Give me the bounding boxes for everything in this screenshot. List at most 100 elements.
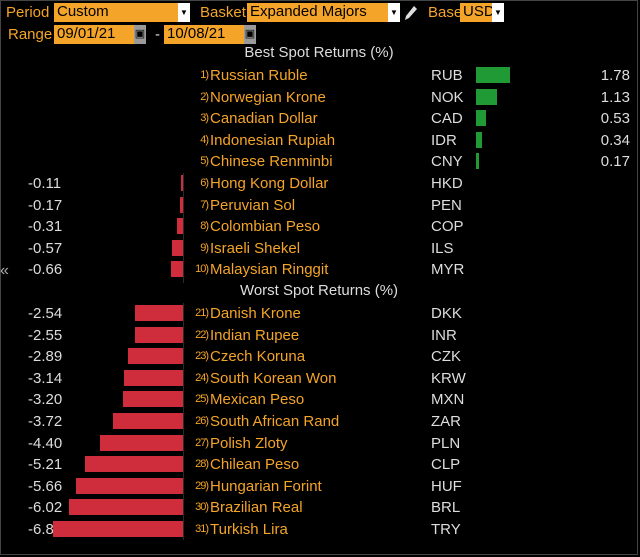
currency-row[interactable]: 4) Indonesian Rupiah IDR 0.34: [0, 130, 640, 151]
negative-return-bar: [69, 499, 183, 516]
currency-code: KRW: [431, 369, 466, 387]
currency-row[interactable]: 29) Hungarian Forint HUF -5.66: [0, 476, 640, 497]
positive-return-bar: [476, 67, 510, 83]
positive-return-bar: [476, 110, 486, 127]
currency-code: HKD: [431, 175, 463, 192]
range-start-calendar-icon[interactable]: ▣: [134, 25, 146, 44]
currency-code: ZAR: [431, 413, 461, 430]
currency-row[interactable]: 2) Norwegian Krone NOK 1.13: [0, 87, 640, 108]
currency-code: CLP: [431, 456, 461, 474]
section-title-best: Best Spot Returns (%): [244, 44, 394, 61]
rank-label: 26): [195, 415, 209, 427]
currency-row[interactable]: 23) Czech Koruna CZK -2.89: [0, 346, 640, 367]
currency-name[interactable]: Russian Ruble: [210, 67, 308, 84]
currency-name[interactable]: Danish Krone: [210, 305, 301, 322]
negative-return-bar: [172, 239, 183, 256]
return-value-label: -2.54: [28, 305, 63, 322]
negative-return-bar: [134, 326, 183, 343]
currency-name[interactable]: Hong Kong Dollar: [210, 175, 329, 192]
rank-label: 24): [195, 371, 209, 384]
rank-label: 10): [195, 263, 209, 276]
negative-return-bar: [99, 434, 183, 451]
currency-row[interactable]: 9) Israeli Shekel ILS -0.57: [0, 238, 640, 259]
negative-return-bar: [128, 348, 183, 365]
currency-row[interactable]: 3) Canadian Dollar CAD 0.53: [0, 108, 640, 129]
negative-return-bar: [135, 305, 183, 321]
currency-name[interactable]: Israeli Shekel: [210, 239, 301, 257]
negative-return-bar: [123, 369, 183, 386]
rank-label: 27): [195, 436, 209, 449]
rank-label: 21): [195, 307, 209, 319]
return-value-label: -2.55: [28, 326, 63, 344]
basket-dropdown-icon[interactable]: ▼: [388, 3, 400, 22]
basket-select[interactable]: Expanded Majors: [247, 3, 388, 22]
positive-return-bar: [476, 88, 498, 105]
return-value-label: 0.53: [600, 110, 630, 128]
base-dropdown-icon[interactable]: ▼: [492, 3, 504, 22]
currency-code: CNY: [431, 153, 463, 171]
return-value-label: 0.34: [600, 131, 630, 149]
period-select[interactable]: Custom: [54, 3, 178, 22]
currency-code: MXN: [431, 391, 465, 409]
rank-label: 9): [200, 241, 209, 254]
currency-name[interactable]: Malaysian Ringgit: [210, 261, 329, 279]
currency-row[interactable]: 1) Russian Ruble RUB 1.78: [0, 65, 640, 86]
rank-label: 1): [200, 69, 209, 81]
period-dropdown-icon[interactable]: ▼: [178, 3, 190, 22]
currency-name[interactable]: Hungarian Forint: [210, 477, 322, 495]
chevron-left-icon[interactable]: «: [0, 262, 9, 279]
pencil-icon[interactable]: [404, 5, 418, 21]
currency-name[interactable]: Indian Rupee: [210, 326, 300, 344]
rank-label: 23): [195, 350, 209, 363]
return-value-label: -2.89: [28, 348, 63, 366]
base-select[interactable]: USD: [460, 3, 495, 22]
basket-label: Basket: [200, 4, 246, 21]
currency-name[interactable]: Turkish Lira: [210, 521, 288, 538]
currency-row[interactable]: 26) South African Rand ZAR -3.72: [0, 411, 640, 432]
currency-name[interactable]: Mexican Peso: [210, 391, 305, 409]
currency-name[interactable]: Brazilian Real: [210, 499, 303, 517]
currency-row[interactable]: 8) Colombian Peso COP -0.31: [0, 216, 640, 237]
currency-name[interactable]: South African Rand: [210, 413, 340, 430]
rank-label: 7): [200, 198, 209, 211]
currency-name[interactable]: Chilean Peso: [210, 456, 300, 474]
currency-row[interactable]: 31) Turkish Lira TRY -6.88: [0, 519, 640, 540]
currency-name[interactable]: Peruvian Sol: [210, 196, 296, 214]
currency-row[interactable]: 5) Chinese Renminbi CNY 0.17: [0, 151, 640, 172]
range-end-calendar-icon[interactable]: ▣: [244, 25, 256, 44]
currency-row[interactable]: 21) Danish Krone DKK -2.54: [0, 303, 640, 324]
currency-name[interactable]: Indonesian Rupiah: [210, 131, 336, 149]
rank-label: 4): [200, 133, 209, 146]
range-separator: -: [155, 26, 160, 43]
rank-label: 31): [195, 523, 209, 535]
currency-name[interactable]: Norwegian Krone: [210, 88, 326, 106]
currency-row[interactable]: 6) Hong Kong Dollar HKD -0.11: [0, 173, 640, 194]
currency-row[interactable]: 22) Indian Rupee INR -2.55: [0, 325, 640, 346]
currency-row[interactable]: 28) Chilean Peso CLP -5.21: [0, 454, 640, 475]
currency-code: NOK: [431, 88, 464, 106]
currency-row[interactable]: 10) Malaysian Ringgit MYR -0.66: [0, 259, 640, 280]
currency-name[interactable]: Chinese Renminbi: [210, 153, 333, 171]
currency-name[interactable]: Polish Zloty: [210, 434, 288, 452]
return-value-label: -4.40: [28, 434, 63, 452]
currency-code: HUF: [431, 477, 462, 495]
currency-row[interactable]: 27) Polish Zloty PLN -4.40: [0, 433, 640, 454]
currency-name[interactable]: South Korean Won: [210, 369, 337, 387]
currency-row[interactable]: 30) Brazilian Real BRL -6.02: [0, 497, 640, 518]
currency-row[interactable]: 24) South Korean Won KRW -3.14: [0, 368, 640, 389]
currency-code: PLN: [431, 434, 461, 452]
currency-name[interactable]: Colombian Peso: [210, 218, 321, 236]
range-start-input[interactable]: 09/01/21: [54, 25, 134, 44]
return-value-label: -5.21: [28, 456, 63, 474]
negative-return-bar: [53, 521, 183, 537]
range-end-input[interactable]: 10/08/21: [164, 25, 244, 44]
currency-code: MYR: [431, 261, 465, 279]
return-value-label: -0.17: [28, 196, 63, 214]
currency-name[interactable]: Czech Koruna: [210, 348, 306, 366]
currency-row[interactable]: 25) Mexican Peso MXN -3.20: [0, 389, 640, 410]
positive-return-bar: [476, 153, 480, 170]
currency-code: CZK: [431, 348, 461, 366]
currency-name[interactable]: Canadian Dollar: [210, 110, 318, 128]
currency-row[interactable]: 7) Peruvian Sol PEN -0.17: [0, 195, 640, 216]
